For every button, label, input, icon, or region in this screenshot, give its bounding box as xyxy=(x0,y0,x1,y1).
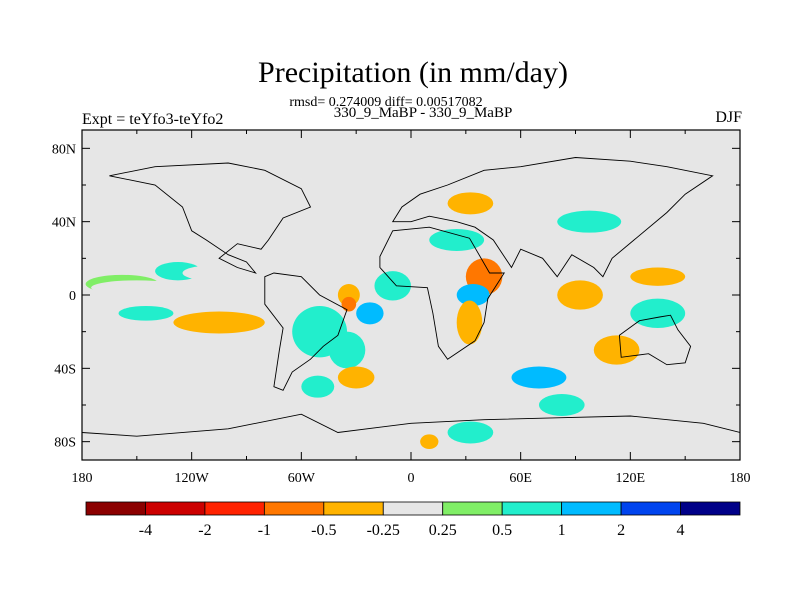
region-east-africa-wet xyxy=(456,284,490,306)
x-tick-label: 180 xyxy=(72,471,93,486)
y-tick-label: 40S xyxy=(54,362,76,377)
region-indian-ocean-wet xyxy=(630,298,686,329)
x-tick-label: 120W xyxy=(175,471,210,486)
region-far-south-dry xyxy=(420,434,439,449)
chart-title: Precipitation (in mm/day) xyxy=(258,56,568,89)
region-east-pacific-drying xyxy=(219,276,348,299)
x-tick-label: 120E xyxy=(616,471,646,486)
x-tick-label: 180 xyxy=(730,471,751,486)
season-label: DJF xyxy=(715,109,742,126)
map-background xyxy=(82,130,740,460)
region-southern-ocean-wet-2 xyxy=(538,394,585,416)
africa-outline xyxy=(379,226,506,360)
region-atlantic-itcz-wet xyxy=(356,302,384,325)
colorbar-box xyxy=(561,501,622,516)
chart-runs-subtitle: 330_9_MaBP - 330_9_MaBP xyxy=(333,105,513,121)
colorbar-box xyxy=(323,501,384,516)
colorbar-label: -0.25 xyxy=(367,522,400,539)
region-far-south-wet xyxy=(447,421,494,444)
region-brazil-wet xyxy=(328,331,366,369)
x-tick-label: 60E xyxy=(509,471,532,486)
anomaly-field xyxy=(82,157,740,449)
x-tick-label: 60W xyxy=(288,471,316,486)
region-indian-ocean-dry xyxy=(593,335,640,365)
region-atlantic-band xyxy=(374,271,411,301)
colorbar-box xyxy=(263,501,325,516)
australia-outline xyxy=(618,314,692,366)
x-tick-label: 0 xyxy=(408,471,415,486)
north-america-outline xyxy=(109,162,312,274)
region-subtropical-atlantic-dry xyxy=(337,366,375,389)
colorbar-box xyxy=(501,501,563,516)
region-mediterranean-dry xyxy=(447,192,494,215)
y-tick-label: 0 xyxy=(69,289,76,304)
colorbar-box xyxy=(442,501,503,516)
colorbar-label: -2 xyxy=(198,522,211,539)
colorbar-label: -4 xyxy=(139,522,152,539)
colorbar-box xyxy=(680,501,741,516)
experiment-label: Expt = teYfo3-teYfo2 xyxy=(82,111,224,128)
region-asia-wet xyxy=(429,229,485,251)
region-west-pacific-dry xyxy=(630,267,686,286)
colorbar-box xyxy=(145,501,206,516)
antarctica-outline xyxy=(82,413,740,437)
region-south-america-strong-dry xyxy=(341,296,357,312)
region-south-pacific-wet-edge xyxy=(118,306,174,321)
region-east-asia-wet xyxy=(557,210,622,233)
colorbar-label: 0.5 xyxy=(492,522,512,539)
colorbar-label: 4 xyxy=(677,522,685,539)
region-north-pacific-drying xyxy=(91,280,183,295)
colorbar-label: -1 xyxy=(258,522,271,539)
region-north-pacific-dry-patch xyxy=(191,219,229,242)
region-south-atlantic-wet xyxy=(301,375,335,398)
region-southern-ocean-wet xyxy=(511,366,567,389)
colorbar-box xyxy=(85,501,146,516)
colorbar-box xyxy=(204,501,265,516)
region-maritime-continent-dry xyxy=(557,280,603,310)
region-central-pacific-drying xyxy=(182,265,238,281)
colorbar-label: -0.5 xyxy=(311,522,336,539)
colorbar-label: 1 xyxy=(558,522,566,539)
y-tick-label: 40N xyxy=(52,216,76,231)
south-america-outline xyxy=(264,272,348,391)
colorbar-label: 0.25 xyxy=(429,522,457,539)
colorbar-label: 2 xyxy=(617,522,625,539)
colorbar-box xyxy=(382,501,444,516)
colorbar-box xyxy=(620,501,681,516)
region-spcz-core xyxy=(173,311,265,334)
chart-stats-subtitle: rmsd= 0.274009 diff= 0.00517082 xyxy=(289,95,483,110)
eurasia-outline xyxy=(391,157,714,278)
region-southern-africa-dry xyxy=(456,300,483,345)
y-tick-label: 80N xyxy=(52,142,76,157)
y-tick-label: 80S xyxy=(54,436,76,451)
